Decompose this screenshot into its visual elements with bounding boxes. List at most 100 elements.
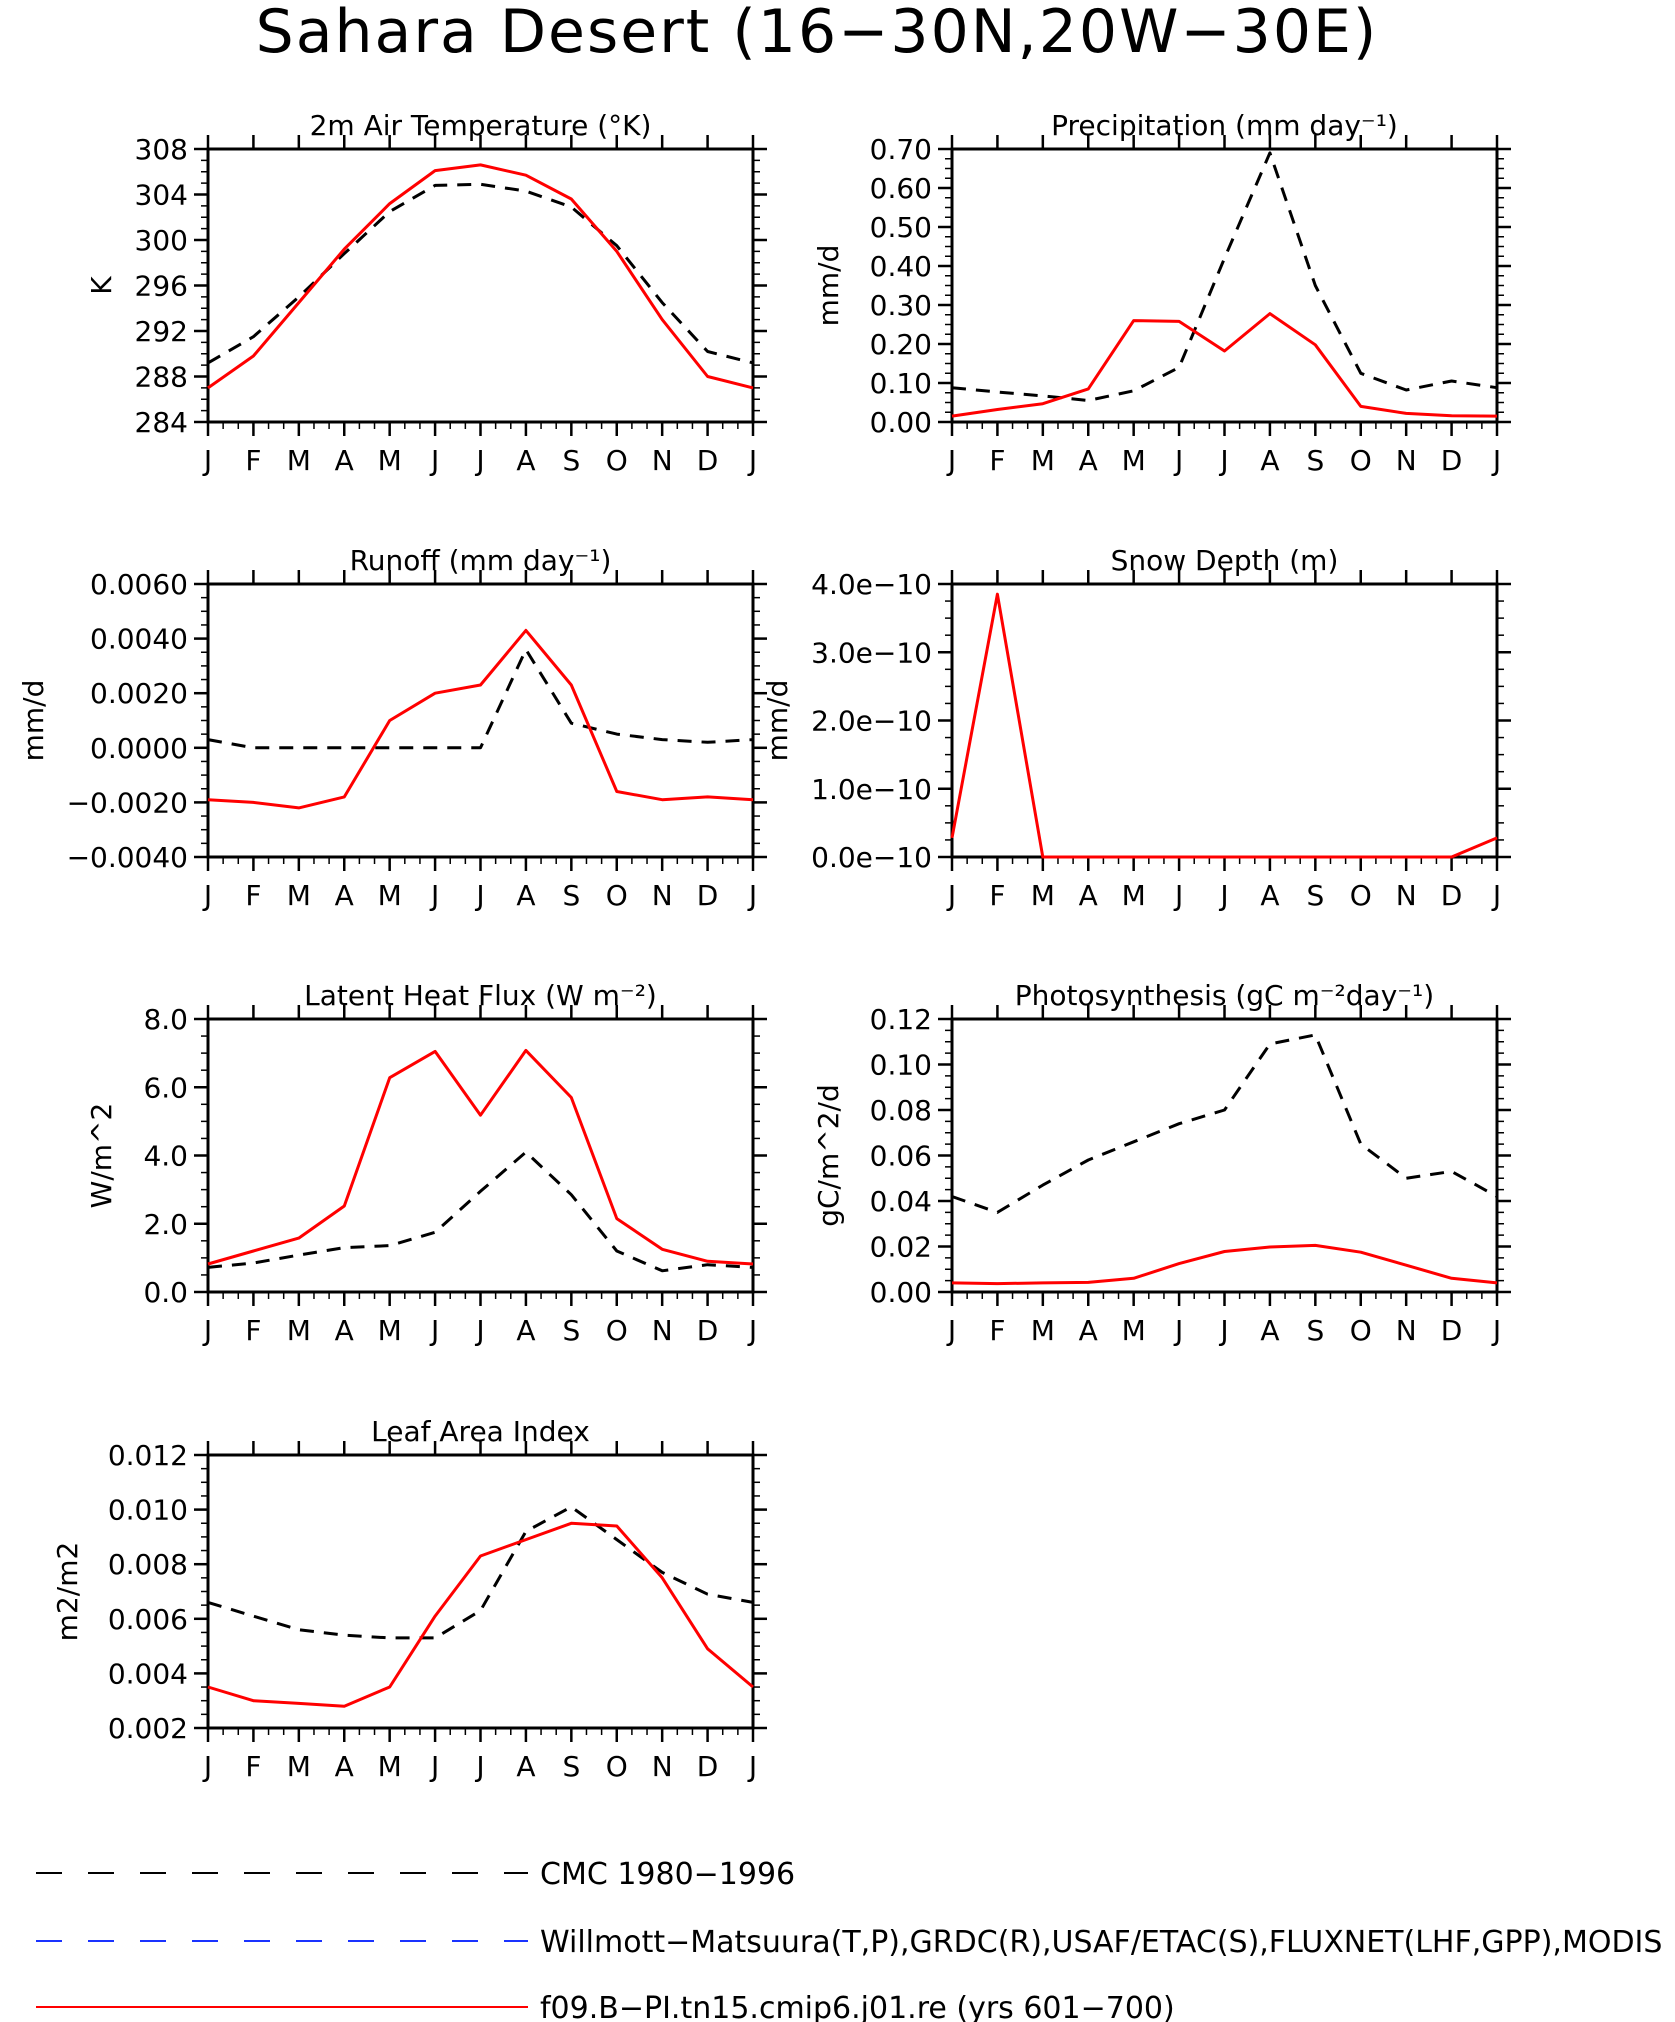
- y-tick-label: 2.0e−10: [811, 705, 932, 738]
- x-tick-label: O: [1350, 879, 1372, 912]
- y-tick-label: 0.30: [870, 289, 932, 322]
- x-tick-label: A: [516, 1314, 535, 1347]
- figure-title: Sahara Desert (16−30N,20W−30E): [256, 0, 1379, 67]
- x-tick-label: F: [245, 879, 261, 912]
- x-tick-label: D: [1441, 879, 1463, 912]
- series-line-model: [207, 1521, 754, 1708]
- legend-entry-1: CMC 1980−1996: [36, 1857, 795, 1892]
- series-line-model: [951, 312, 1498, 418]
- x-tick-label: J: [1173, 444, 1183, 477]
- y-tick-label: 0.60: [870, 172, 932, 205]
- x-tick-label: M: [1122, 879, 1146, 912]
- x-tick-label: S: [562, 1314, 580, 1347]
- x-tick-label: J: [474, 879, 484, 912]
- x-tick-label: A: [1260, 879, 1279, 912]
- x-tick-label: N: [652, 879, 673, 912]
- x-tick-label: A: [516, 879, 535, 912]
- series-line-model: [207, 628, 754, 810]
- x-tick-label: J: [474, 1750, 484, 1783]
- x-tick-label: F: [989, 444, 1005, 477]
- x-tick-label: N: [1396, 1314, 1417, 1347]
- series-line-model: [951, 1243, 1498, 1286]
- x-tick-label: J: [429, 1750, 439, 1783]
- x-tick-label: J: [1218, 444, 1228, 477]
- x-tick-label: O: [1350, 444, 1372, 477]
- x-tick-label: A: [516, 444, 535, 477]
- x-tick-label: S: [1306, 879, 1324, 912]
- legend: CMC 1980−1996 Willmott−Matsuura(T,P),GRDC…: [36, 1857, 1662, 2022]
- y-tick-label: 0.0060: [90, 568, 188, 601]
- x-tick-label: J: [946, 444, 956, 477]
- x-tick-label: J: [429, 879, 439, 912]
- y-axis-label: mm/d: [17, 680, 50, 762]
- y-tick-label: 308: [135, 133, 188, 166]
- x-tick-label: D: [697, 879, 719, 912]
- x-tick-label: D: [697, 1750, 719, 1783]
- panel-2m-air-temperature-k: 2m Air Temperature (°K)J F M A M J J A S O N D J2842…: [85, 109, 767, 477]
- x-tick-label: N: [652, 1314, 673, 1347]
- x-tick-label: S: [562, 1750, 580, 1783]
- x-tick-label: O: [606, 879, 628, 912]
- x-tick-label: S: [562, 444, 580, 477]
- y-tick-label: 0.50: [870, 211, 932, 244]
- series-line-cmc: [951, 1033, 1498, 1214]
- y-axis-label: W/m^2: [85, 1103, 118, 1209]
- series-line-model: [207, 1048, 754, 1266]
- x-tick-label: M: [378, 1750, 402, 1783]
- y-tick-label: 1.0e−10: [811, 773, 932, 806]
- x-tick-label: A: [335, 1750, 354, 1783]
- x-tick-label: M: [1122, 1314, 1146, 1347]
- y-tick-label: 0.010: [108, 1494, 188, 1527]
- x-tick-label: J: [1491, 1314, 1501, 1347]
- panel-runoff-mm-day: Runoff (mm day⁻¹)J F M A M J J A S O N D J−0.0040−0.…: [17, 544, 767, 912]
- y-tick-label: 6.0: [143, 1071, 188, 1104]
- series-line-cmc: [207, 648, 754, 750]
- panel-snow-depth-m: Snow Depth (m)J F M A M J J A S O N D J0.0e−101.0e−1…: [761, 544, 1511, 912]
- x-tick-label: J: [747, 444, 757, 477]
- y-tick-label: 0.00: [870, 1276, 932, 1309]
- x-tick-label: M: [287, 879, 311, 912]
- x-tick-label: M: [1122, 444, 1146, 477]
- series-line-model: [207, 163, 754, 390]
- y-tick-label: 0.02: [870, 1231, 932, 1264]
- y-tick-label: 0.06: [870, 1140, 932, 1173]
- series-line-cmc: [207, 1505, 754, 1640]
- y-tick-label: −0.0020: [67, 786, 188, 819]
- y-tick-label: 0.0e−10: [811, 841, 932, 874]
- x-tick-label: A: [1260, 444, 1279, 477]
- y-tick-label: 300: [135, 224, 188, 257]
- x-tick-label: N: [652, 444, 673, 477]
- y-tick-label: 0.002: [108, 1712, 188, 1745]
- y-tick-label: 0.20: [870, 328, 932, 361]
- y-tick-label: 0.10: [870, 367, 932, 400]
- y-tick-label: 0.0000: [90, 732, 188, 765]
- x-tick-label: M: [287, 1750, 311, 1783]
- x-tick-label: J: [1173, 879, 1183, 912]
- x-tick-label: S: [1306, 1314, 1324, 1347]
- x-tick-label: A: [335, 1314, 354, 1347]
- y-tick-label: 284: [135, 406, 188, 439]
- x-tick-label: J: [747, 879, 757, 912]
- x-tick-label: A: [335, 444, 354, 477]
- y-tick-label: 0.008: [108, 1548, 188, 1581]
- y-axis-label: K: [85, 276, 118, 295]
- x-tick-label: D: [697, 1314, 719, 1347]
- plot-frame: [950, 582, 1499, 859]
- x-tick-label: A: [1260, 1314, 1279, 1347]
- x-tick-label: A: [1079, 879, 1098, 912]
- y-axis-label: m2/m2: [51, 1542, 84, 1642]
- y-tick-label: 4.0e−10: [811, 568, 932, 601]
- x-tick-label: N: [1396, 444, 1417, 477]
- series-line-model: [950, 592, 1498, 859]
- x-tick-label: J: [1218, 879, 1228, 912]
- y-tick-label: 0.006: [108, 1603, 188, 1636]
- y-axis-label: mm/d: [761, 680, 794, 762]
- x-tick-label: J: [747, 1314, 757, 1347]
- y-tick-label: 292: [135, 315, 188, 348]
- x-tick-label: D: [1441, 1314, 1463, 1347]
- legend-entry-2: Willmott−Matsuura(T,P),GRDC(R),USAF/ETAC…: [36, 1925, 1662, 1960]
- x-tick-label: D: [697, 444, 719, 477]
- x-tick-label: M: [287, 444, 311, 477]
